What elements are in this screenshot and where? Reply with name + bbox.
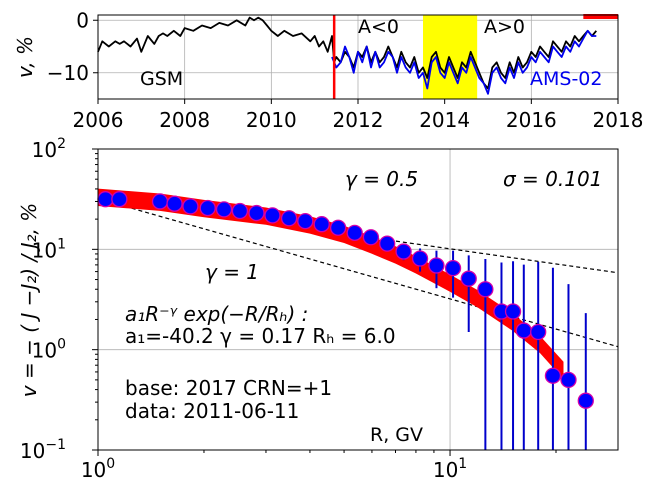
a-positive-label: A>0 — [484, 16, 525, 38]
fit-formula-label: a₁R⁻ᵞ exp(−R/Rₕ) : — [125, 302, 308, 326]
data-point — [477, 281, 494, 298]
fit-params-label: a₁=-40.2 γ = 0.17 Rₕ = 6.0 — [125, 324, 396, 348]
top-x-tick-label: 2012 — [333, 108, 384, 132]
top-x-tick-label: 2006 — [73, 108, 124, 132]
top-y-axis-label: v, % — [13, 36, 37, 78]
gsm-label: GSM — [140, 68, 183, 90]
bottom-y-tick-label: 101 — [32, 236, 66, 262]
base-label: base: 2017 CRN=+1 — [125, 376, 332, 400]
bottom-plot-frame — [97, 148, 619, 451]
data-point — [379, 235, 396, 252]
gamma-one-label: γ = 1 — [205, 260, 259, 284]
data-point — [297, 212, 314, 230]
data-point — [428, 257, 445, 274]
bottom-x-tick-label: 100 — [81, 456, 115, 482]
reference-line-gamma-1 — [97, 198, 619, 348]
data-point — [444, 259, 462, 277]
data-point — [199, 199, 216, 217]
data-point — [362, 229, 380, 246]
data-point — [346, 224, 363, 241]
data-point — [280, 210, 298, 227]
data-point — [166, 195, 183, 212]
top-y-tick-label: −10 — [47, 61, 89, 85]
top-x-tick-label: 2016 — [506, 108, 557, 132]
top-x-tick-label: 2014 — [419, 108, 470, 132]
data-point — [264, 207, 281, 224]
sigma-label: σ = 0.101 — [503, 167, 602, 191]
data-point — [215, 201, 233, 218]
bottom-y-axis-label: v = − ( J −J₂) / J₂, % — [17, 203, 41, 397]
bottom-y-tick-label: 10−1 — [20, 437, 66, 463]
data-point — [560, 371, 577, 389]
data-point — [182, 198, 199, 215]
x-axis-label: R, GV — [370, 424, 423, 446]
bottom-x-tick-label: 101 — [433, 456, 467, 482]
data-point — [504, 303, 522, 320]
top-x-tick-label: 2010 — [246, 108, 297, 132]
top-axis-ticks: 2006 2008 2010 2012 2014 2016 2018 0 −10 — [47, 8, 644, 132]
data-point — [329, 219, 347, 236]
top-x-tick-label: 2018 — [593, 108, 644, 132]
data-point — [151, 193, 169, 210]
bottom-y-tick-label: 102 — [32, 136, 66, 162]
data-point — [313, 216, 330, 233]
base-period-bar — [583, 14, 618, 19]
ams02-series-line — [331, 29, 597, 95]
data-point — [231, 202, 249, 220]
top-y-tick-label: 0 — [76, 8, 89, 32]
data-points — [97, 191, 594, 409]
data-point — [460, 270, 477, 287]
data-point — [530, 323, 547, 341]
top-series-group — [97, 16, 597, 95]
data-point — [395, 243, 412, 260]
data-point — [111, 191, 128, 208]
top-x-tick-label: 2008 — [159, 108, 210, 132]
fit-band — [98, 188, 564, 380]
gamma-half-label: γ = 0.5 — [345, 167, 418, 191]
a-negative-label: A<0 — [358, 16, 399, 38]
data-point — [577, 392, 594, 409]
ams02-label: AMS-02 — [530, 68, 602, 90]
data-point — [515, 322, 532, 339]
data-point — [411, 250, 429, 267]
data-point — [97, 191, 114, 208]
data-date-label: data: 2011-06-11 — [125, 399, 299, 423]
data-point — [544, 367, 562, 384]
data-point — [248, 204, 265, 222]
